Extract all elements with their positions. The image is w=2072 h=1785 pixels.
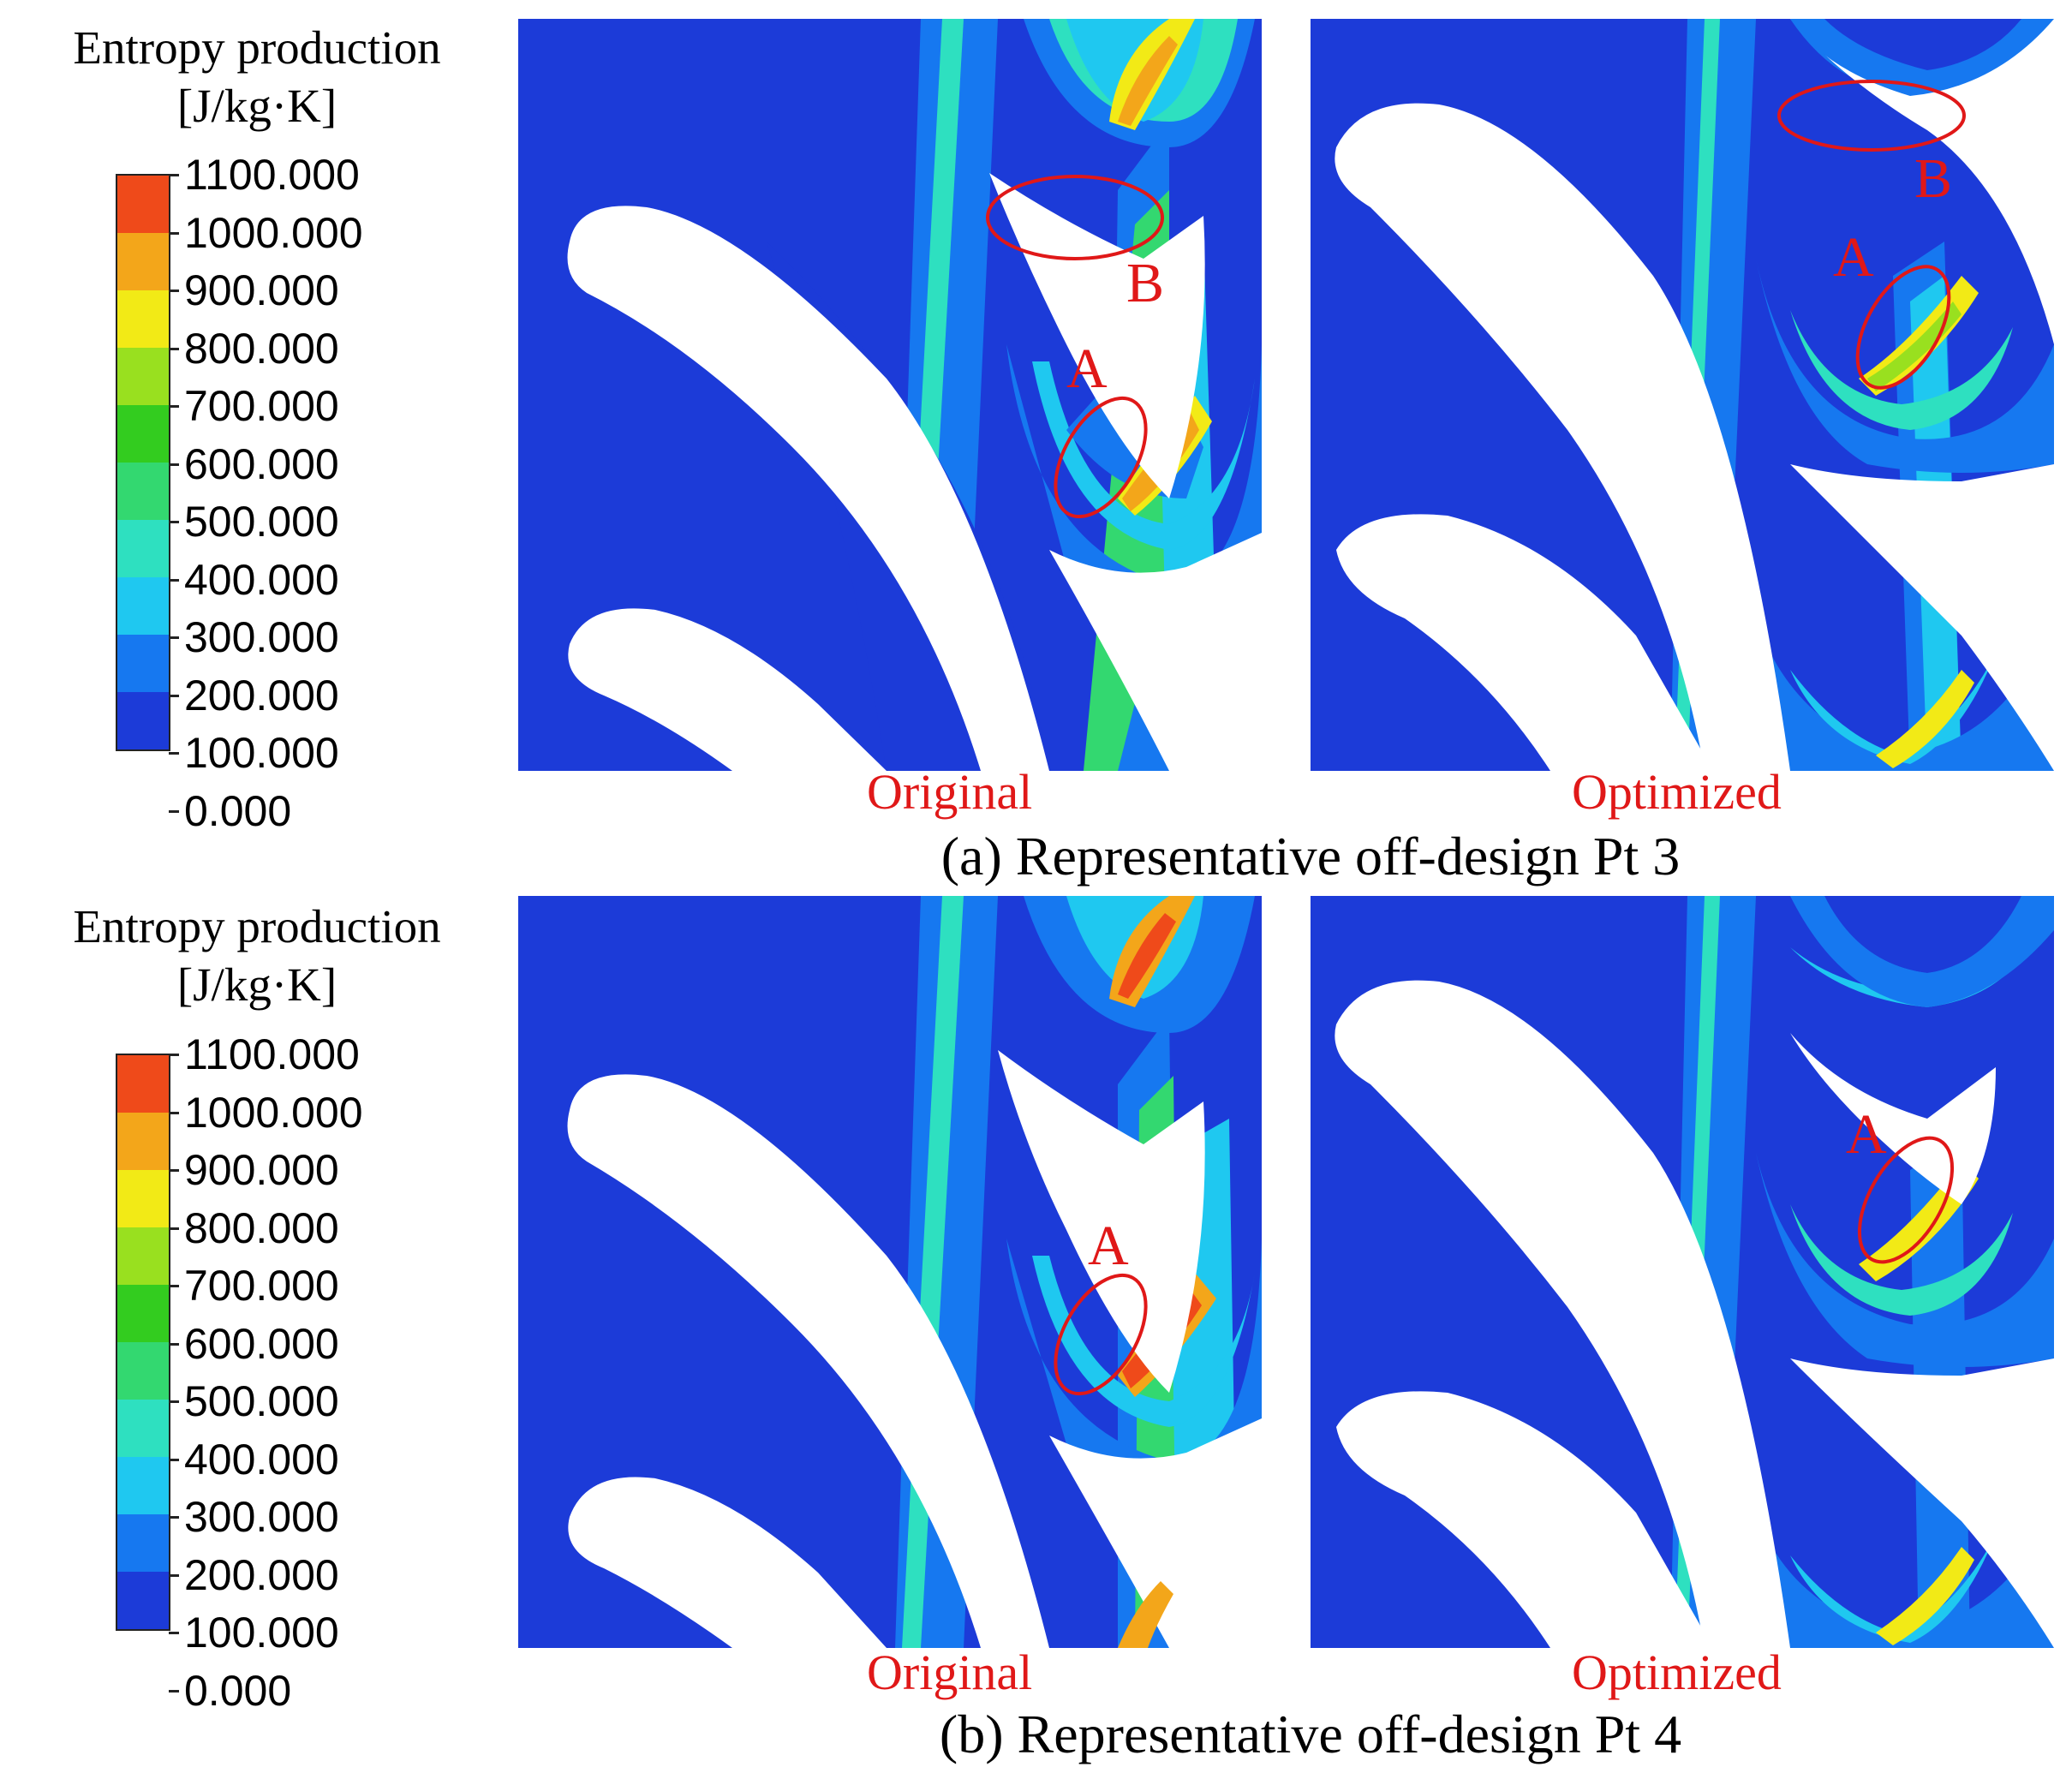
colorbar-tick (169, 1342, 179, 1346)
colorbar-tick (169, 578, 179, 582)
colorbar-tick (169, 521, 179, 523)
colorbar-tick (169, 347, 179, 350)
annotation-label-a: A (1833, 226, 1874, 289)
contour-plot: B A (1311, 19, 2054, 771)
legend-unit: [J/kg·K] (176, 958, 337, 1011)
colorbar-tick-label: 200.000 (184, 1550, 339, 1599)
panel-b-optimized: A (1311, 896, 2054, 1648)
colorbar-tick-label: 800.000 (184, 1203, 339, 1252)
colorbar-swatch (117, 290, 169, 348)
colorbar-swatch (117, 176, 169, 233)
colorbar-tick (169, 1054, 179, 1056)
colorbar-swatch (117, 577, 169, 635)
colorbar-tick-label: 400.000 (184, 555, 339, 604)
legend-title-text: Entropy production (73, 21, 441, 74)
colorbar-tick (169, 752, 179, 755)
colorbar-tick (169, 1689, 179, 1692)
colorbar-swatch (117, 1457, 169, 1514)
colorbar-tick (169, 1169, 179, 1172)
colorbar-tick-label: 500.000 (184, 498, 339, 546)
colorbar-tick (169, 1400, 179, 1403)
panel-label-a-optimized: Optimized (1572, 764, 1782, 820)
colorbar-tick-label: 800.000 (184, 324, 339, 373)
colorbar-tick-label: 900.000 (184, 1146, 339, 1194)
panel-a-optimized: B A (1311, 19, 2054, 771)
colorbar-tick-label: 1000.000 (184, 1088, 363, 1137)
contour-plot: A (1311, 896, 2054, 1648)
colorbar-b (116, 1054, 170, 1631)
colorbar-tick-label: 0.000 (184, 1666, 292, 1715)
legend-title-a: Entropy production [J/kg·K] (17, 19, 497, 135)
colorbar-tick (169, 231, 179, 235)
colorbar-tick (169, 1111, 179, 1114)
contour-plot: B A (518, 19, 1262, 771)
colorbar-tick-label: 500.000 (184, 1377, 339, 1425)
colorbar-a (116, 174, 170, 751)
colorbar-swatch (117, 1055, 169, 1113)
colorbar-swatch (117, 1227, 169, 1285)
colorbar-tick (169, 1573, 179, 1577)
legend-unit: [J/kg·K] (176, 80, 337, 132)
legend-title-b: Entropy production [J/kg·K] (17, 898, 497, 1014)
colorbar-tick (169, 1285, 179, 1287)
colorbar-tick (169, 405, 179, 408)
colorbar-tick (169, 1227, 179, 1230)
colorbar-swatch (117, 233, 169, 290)
colorbar-tick-label: 1100.000 (184, 151, 360, 199)
colorbar-swatch (117, 463, 169, 520)
annotation-label-b: B (1914, 147, 1952, 210)
colorbar-tick-label: 300.000 (184, 613, 339, 661)
colorbar-swatch (117, 1514, 169, 1572)
panel-label-b-optimized: Optimized (1572, 1645, 1782, 1700)
colorbar-tick-label: 100.000 (184, 1609, 339, 1657)
annotation-label-a: A (1066, 337, 1108, 400)
colorbar-tick (169, 694, 179, 697)
colorbar-swatch (117, 692, 169, 749)
colorbar-swatch (117, 635, 169, 692)
caption-b: (b) Representative off-design Pt 4 (939, 1704, 1682, 1764)
colorbar-tick (169, 636, 179, 639)
contour-plot: A (518, 896, 1262, 1648)
annotation-label-a: A (1846, 1103, 1887, 1166)
colorbar-swatch (117, 1170, 169, 1227)
colorbar-tick-label: 0.000 (184, 786, 292, 835)
colorbar-swatch (117, 348, 169, 405)
colorbar-swatch (117, 1400, 169, 1457)
annotation-label-a: A (1088, 1215, 1129, 1277)
colorbar-tick-label: 1000.000 (184, 208, 363, 257)
colorbar-swatch (117, 1342, 169, 1400)
colorbar-swatch (117, 405, 169, 463)
colorbar-tick-label: 300.000 (184, 1493, 339, 1541)
colorbar-tick (169, 809, 179, 813)
colorbar-tick-label: 100.000 (184, 729, 339, 777)
panel-b-original: A (518, 896, 1262, 1648)
colorbar-swatch (117, 1113, 169, 1170)
colorbar-tick-label: 400.000 (184, 1435, 339, 1484)
colorbar-tick (169, 463, 179, 466)
colorbar-tick-label: 700.000 (184, 382, 339, 430)
colorbar-tick (169, 174, 179, 176)
colorbar-tick (169, 1458, 179, 1461)
panel-label-b-original: Original (867, 1645, 1033, 1700)
colorbar-tick-label: 600.000 (184, 439, 339, 488)
annotation-label-b: B (1126, 252, 1164, 314)
panel-label-a-original: Original (867, 764, 1033, 820)
colorbar-tick-label: 200.000 (184, 671, 339, 719)
colorbar-tick (169, 290, 179, 292)
colorbar-tick-label: 1100.000 (184, 1030, 360, 1078)
legend-title-text: Entropy production (73, 900, 441, 952)
panel-a-original: B A (518, 19, 1262, 771)
colorbar-tick (169, 1516, 179, 1519)
colorbar-swatch (117, 1572, 169, 1629)
colorbar-tick-label: 700.000 (184, 1262, 339, 1310)
colorbar-swatch (117, 520, 169, 577)
colorbar-swatch (117, 1285, 169, 1342)
caption-a: (a) Representative off-design Pt 3 (940, 826, 1681, 887)
colorbar-tick-label: 600.000 (184, 1319, 339, 1368)
colorbar-tick-label: 900.000 (184, 266, 339, 314)
colorbar-tick (169, 1632, 179, 1634)
